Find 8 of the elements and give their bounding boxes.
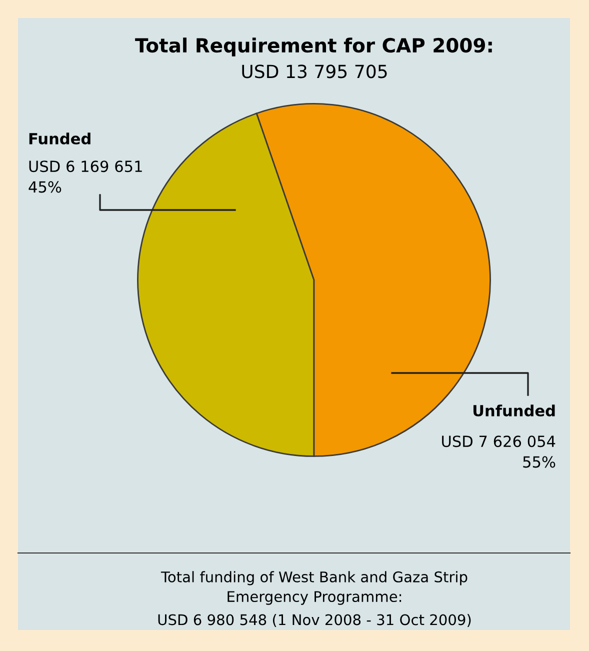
data-label: USD 6 169 651 45% (28, 160, 142, 193)
chart-subtitle: USD 13 795 705 (242, 64, 387, 78)
text: USD 6 980 548 (1 Nov 2008 - 31 Oct 2009) (158, 614, 471, 627)
slice-label: Unfunded (473, 404, 555, 416)
chart-title: Total Requirement for CAP 2009: (135, 38, 492, 56)
slice-label: Funded (29, 132, 90, 144)
text: Total funding of West Bank and Gaza Strip Emergency Programme: (160, 571, 468, 605)
data-label: USD 7 626 054 55% (442, 436, 556, 468)
